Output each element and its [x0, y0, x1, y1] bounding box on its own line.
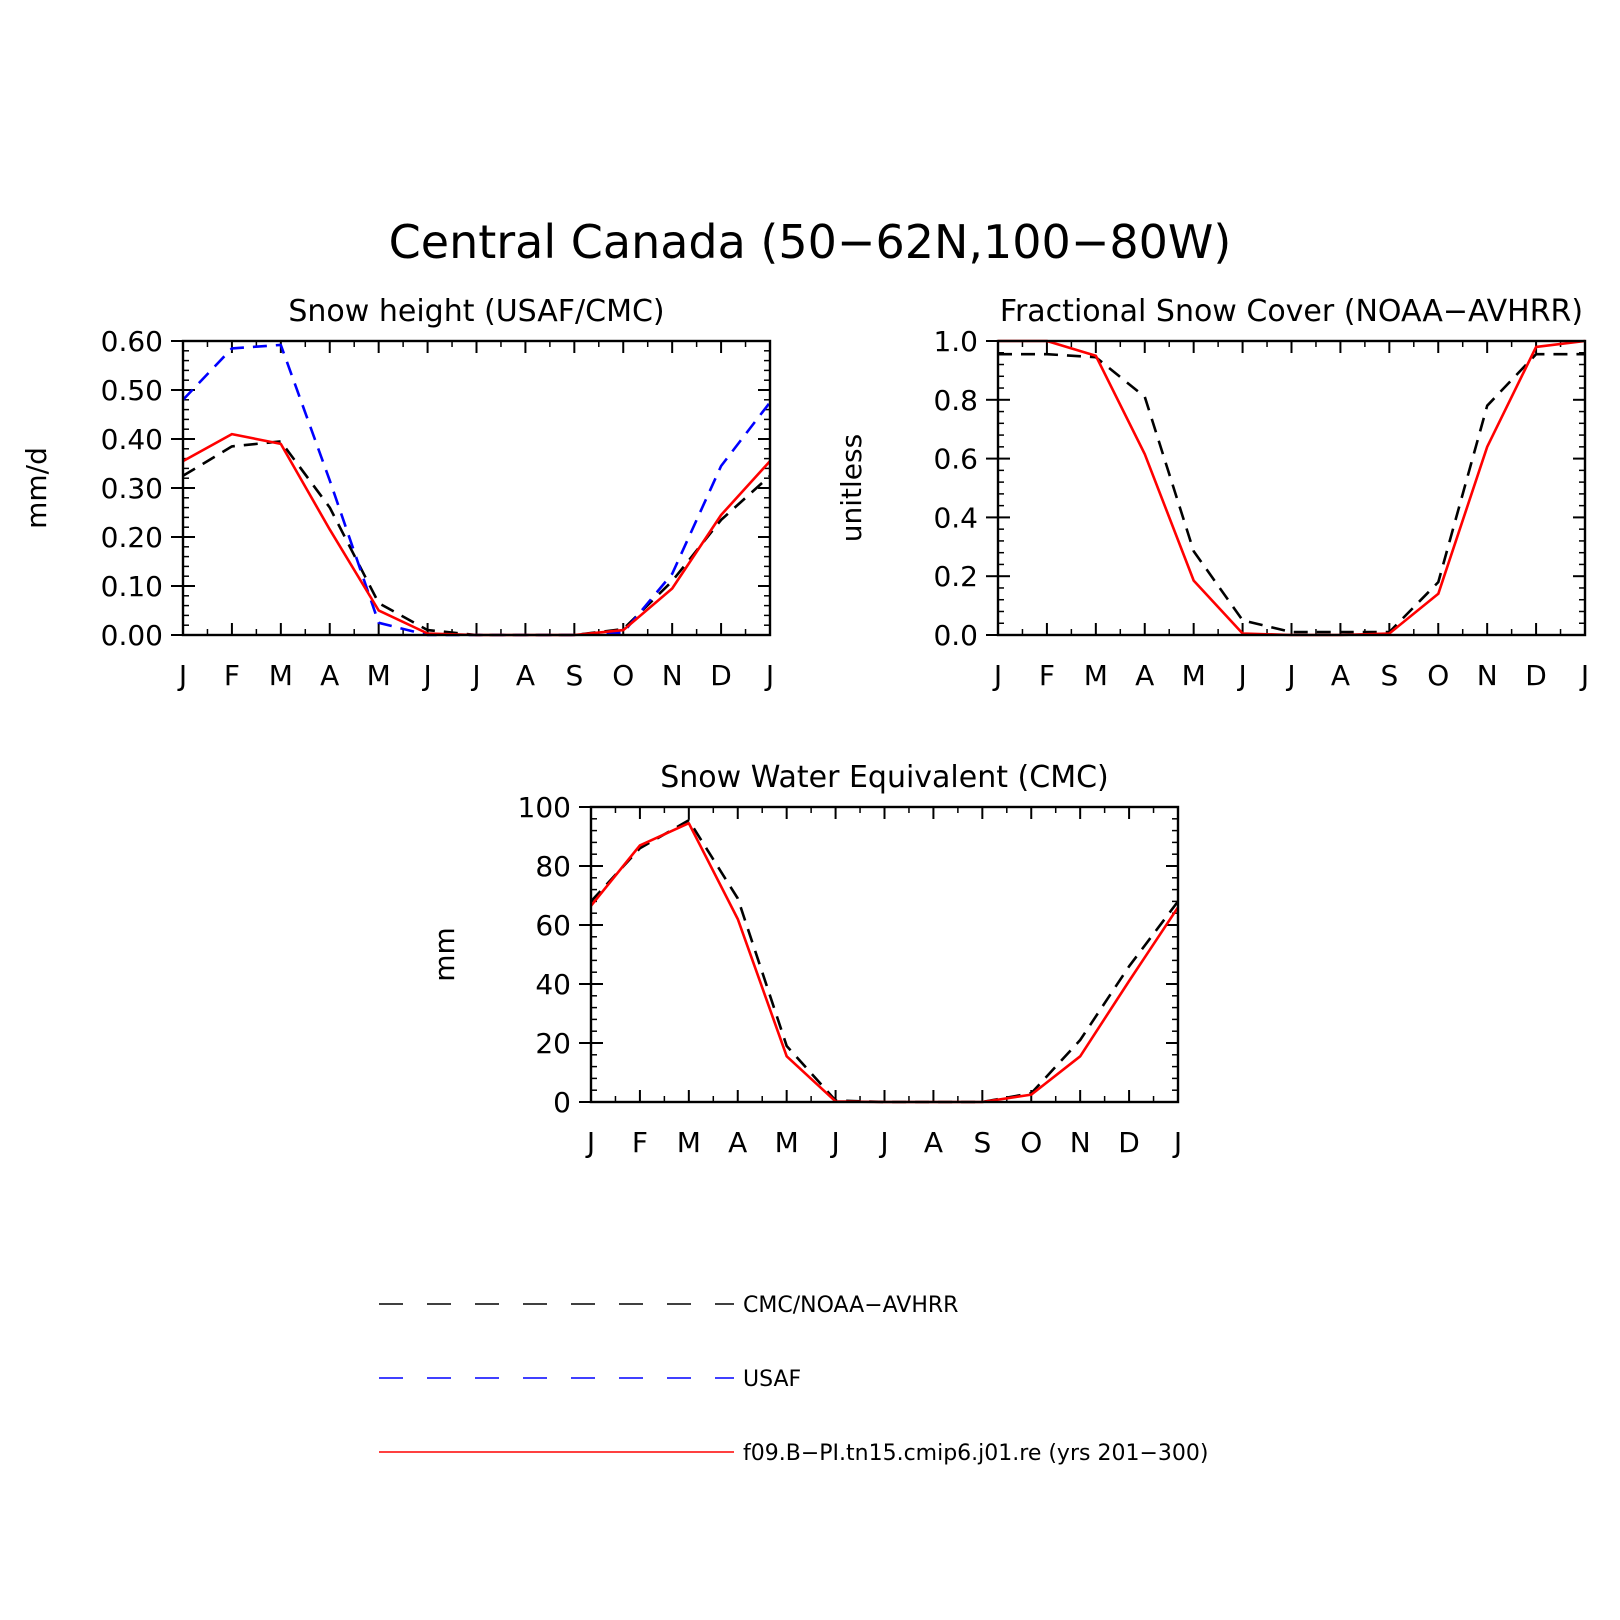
panels: Snow height (USAF/CMC)mm/dJ F M A M J J A S O N D J0… — [20, 294, 1589, 1159]
series-line — [590, 818, 1180, 1104]
x-tick-label: J — [421, 659, 431, 692]
x-tick-label: J — [1285, 659, 1295, 692]
y-tick-label: 80 — [535, 850, 571, 883]
x-tick-label: D — [1118, 1126, 1140, 1159]
legend: CMC/NOAA−AVHRR USAF f09.B−PI.tn15.cmip6.j0… — [379, 1293, 1208, 1466]
y-tick-label: 0.0 — [933, 619, 978, 652]
x-tick-label: A — [320, 659, 339, 692]
x-tick-label: J — [878, 1126, 888, 1159]
panel-title: Snow height (USAF/CMC) — [288, 294, 664, 329]
panel-2: Fractional Snow Cover (NOAA−AVHRR) unitle… — [835, 294, 1589, 692]
x-tick-label: J — [992, 659, 1002, 692]
axes: J F M A M J J A S O N D J0.00.20.40.60.81.0 — [933, 325, 1589, 692]
plot-frame — [996, 339, 1587, 637]
legend-label: f09.B−PI.tn15.cmip6.j01.re (yrs 201−300) — [743, 1441, 1208, 1466]
plot-frame — [589, 805, 1180, 1104]
y-tick-label: 0.50 — [101, 374, 163, 407]
x-tick-label: J — [1236, 659, 1246, 692]
y-tick-label: 0.10 — [101, 570, 163, 603]
x-tick-label: A — [728, 1126, 747, 1159]
panel-3: Snow Water Equivalent (CMC)mmJ F M A M J J A S O N… — [428, 760, 1182, 1159]
x-tick-label: J — [1172, 1126, 1182, 1159]
y-axis-label: mm — [428, 927, 461, 982]
axes: J F M A M J J A S O N D J0.000.100.200.300.400.500.6… — [101, 325, 774, 692]
series-line — [589, 821, 1180, 1104]
x-tick-label: J — [177, 659, 187, 692]
x-tick-label: A — [1135, 659, 1154, 692]
main-title: Central Canada (50−62N,100−80W) — [389, 215, 1232, 269]
x-tick-label: O — [1020, 1126, 1042, 1159]
y-tick-label: 20 — [535, 1027, 571, 1060]
panel-1: Snow height (USAF/CMC)mm/dJ F M A M J J A S O N D J0… — [20, 294, 774, 692]
x-tick-label: D — [1525, 659, 1547, 692]
panel-title: Fractional Snow Cover (NOAA−AVHRR) — [1000, 294, 1583, 329]
series-group — [589, 818, 1180, 1104]
x-tick-label: J — [470, 659, 480, 692]
x-tick-label: J — [1579, 659, 1589, 692]
x-tick-label: S — [1380, 659, 1398, 692]
plot-frame — [181, 339, 772, 637]
x-tick-label: M — [677, 1126, 701, 1159]
x-tick-label: A — [1331, 659, 1350, 692]
x-tick-label: J — [764, 659, 774, 692]
y-tick-label: 0.6 — [933, 443, 978, 476]
x-tick-label: S — [973, 1126, 991, 1159]
y-tick-label: 60 — [535, 909, 571, 942]
y-tick-label: 100 — [518, 791, 571, 824]
panel-title: Snow Water Equivalent (CMC) — [660, 760, 1108, 795]
x-tick-label: S — [565, 659, 583, 692]
x-tick-label: M — [367, 659, 391, 692]
y-tick-label: 0.60 — [101, 325, 163, 358]
legend-item: CMC/NOAA−AVHRR — [379, 1293, 958, 1318]
x-tick-label: M — [1084, 659, 1108, 692]
x-tick-label: O — [1427, 659, 1449, 692]
y-axis-label: mm/d — [20, 447, 53, 529]
x-tick-label: J — [585, 1126, 595, 1159]
y-tick-label: 40 — [535, 968, 571, 1001]
y-tick-label: 0.30 — [101, 472, 163, 505]
x-tick-label: F — [224, 659, 240, 692]
x-tick-label: O — [612, 659, 634, 692]
legend-item: USAF — [379, 1367, 801, 1392]
x-tick-label: M — [269, 659, 293, 692]
y-tick-label: 0.40 — [101, 423, 163, 456]
legend-label: USAF — [743, 1367, 801, 1392]
series-group — [998, 339, 1586, 637]
x-tick-label: F — [1039, 659, 1055, 692]
y-tick-label: 0.4 — [933, 501, 978, 534]
x-tick-label: J — [829, 1126, 839, 1159]
x-tick-label: N — [1070, 1126, 1091, 1159]
series-line — [182, 440, 771, 637]
x-tick-label: A — [924, 1126, 943, 1159]
series-line — [998, 352, 1585, 634]
y-tick-label: 0.2 — [933, 560, 978, 593]
y-tick-label: 0 — [553, 1086, 571, 1119]
x-tick-label: N — [1477, 659, 1498, 692]
y-tick-label: 1.0 — [933, 325, 978, 358]
y-tick-label: 0.00 — [101, 619, 163, 652]
legend-item: f09.B−PI.tn15.cmip6.j01.re (yrs 201−300) — [379, 1441, 1208, 1466]
series-group — [182, 343, 772, 637]
y-axis-label: unitless — [835, 434, 868, 542]
series-line — [998, 339, 1586, 637]
legend-label: CMC/NOAA−AVHRR — [743, 1293, 958, 1318]
x-tick-label: M — [775, 1126, 799, 1159]
series-line — [182, 343, 772, 637]
y-tick-label: 0.8 — [933, 384, 978, 417]
y-tick-label: 0.20 — [101, 521, 163, 554]
x-tick-label: F — [632, 1126, 648, 1159]
series-line — [182, 432, 771, 637]
x-tick-label: A — [516, 659, 535, 692]
x-tick-label: N — [662, 659, 683, 692]
x-tick-label: D — [710, 659, 732, 692]
x-tick-label: M — [1182, 659, 1206, 692]
